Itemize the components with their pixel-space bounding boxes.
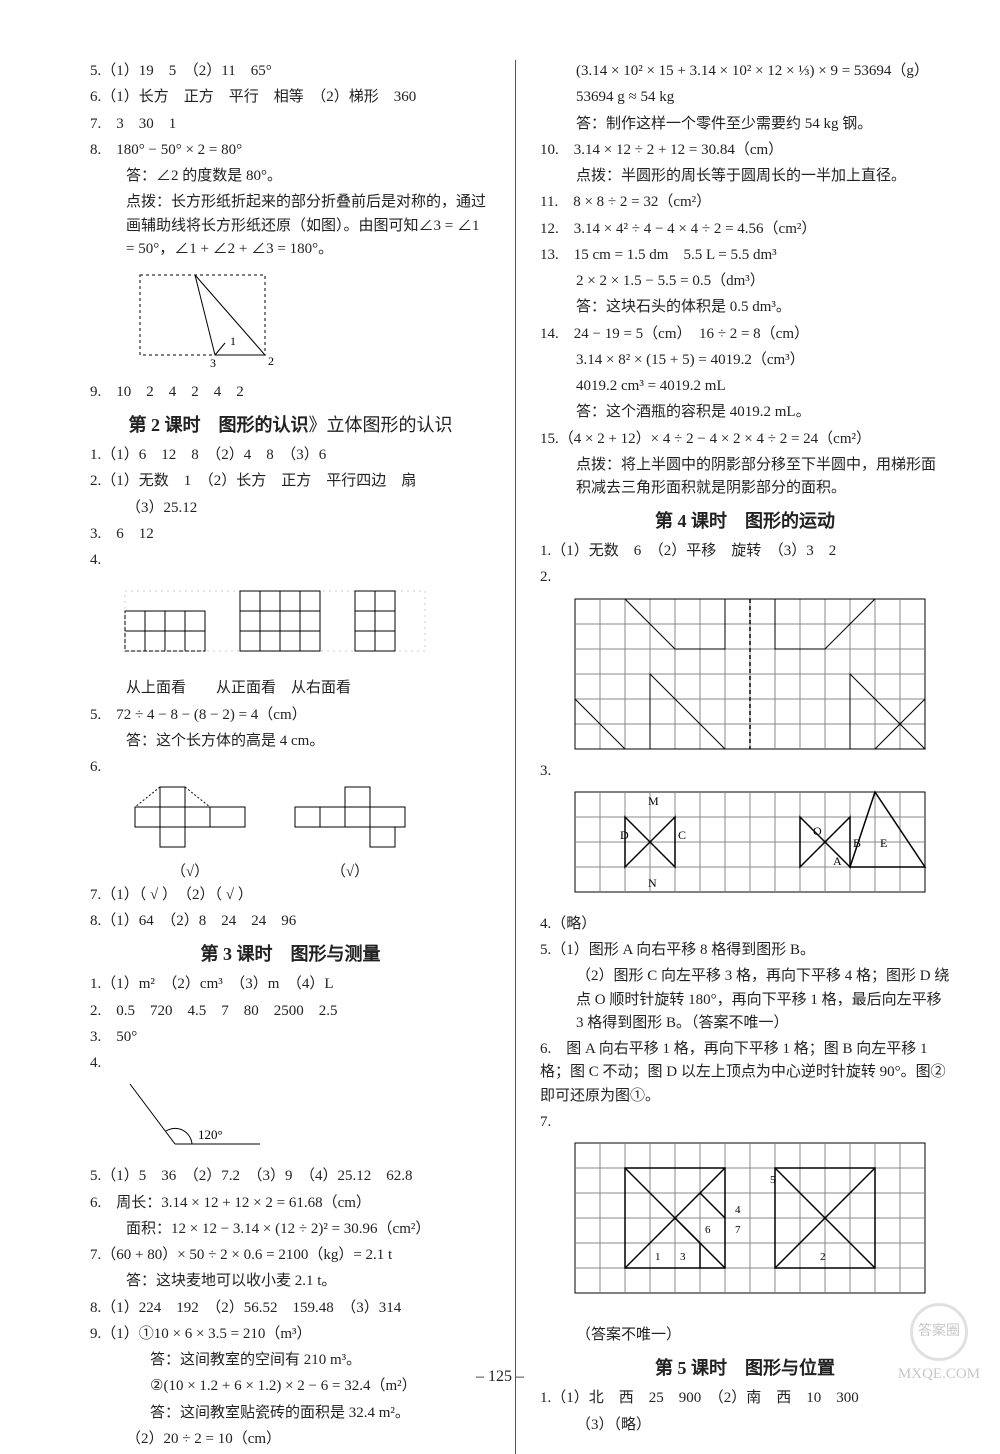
left-column: 5.（1）19 5 （2）11 65° 6.（1）长方 正方 平行 相等 （2）…: [90, 60, 491, 1454]
item: 5.（1）5 36 （2）7.2 （3）9 （4）25.12 62.8: [90, 1165, 491, 1188]
svg-text:120°: 120°: [198, 1127, 223, 1142]
svg-text:A: A: [833, 854, 842, 868]
svg-text:6: 6: [705, 1224, 711, 1236]
answer-text: 答：这块麦地可以收小麦 2.1 t。: [90, 1270, 491, 1293]
item: 8.（1）64 （2）8 24 24 96: [90, 910, 491, 933]
item: 13. 15 cm = 1.5 dm 5.5 L = 5.5 dm³: [540, 244, 950, 267]
item: 1.（1）m² （2）cm³ （3）m （4）L: [90, 973, 491, 996]
svg-text:E: E: [880, 836, 887, 850]
answer-text: 答：∠2 的度数是 80°。: [90, 165, 491, 188]
answer-text: 答：这个酒瓶的容积是 4019.2 mL。: [540, 401, 950, 424]
item: 7.: [540, 1111, 950, 1134]
answer-text: 答：这块石头的体积是 0.5 dm³。: [540, 296, 950, 319]
item: 6.（1）长方 正方 平行 相等 （2）梯形 360: [90, 86, 491, 109]
item: （2）20 ÷ 2 = 10（cm）: [90, 1428, 491, 1451]
item: （2）图形 C 向左平移 3 格，再向下平移 4 格；图形 D 绕点 O 顺时针…: [540, 965, 950, 1035]
item: 12. 3.14 × 4² ÷ 4 − 4 × 4 ÷ 2 = 4.56（cm²…: [540, 218, 950, 241]
svg-text:C: C: [678, 828, 686, 842]
item: 15.（4 × 2 + 12）× 4 ÷ 2 − 4 × 2 × 4 ÷ 2 =…: [540, 428, 950, 451]
view-labels: 从上面看 从正面看 从右面看: [90, 677, 491, 700]
item: 4.: [90, 549, 491, 572]
svg-text:4: 4: [735, 1204, 741, 1216]
item: 53694 g ≈ 54 kg: [540, 86, 950, 109]
fold-diagram: 1 2 3: [120, 265, 290, 375]
angle-diagram: 120°: [120, 1079, 270, 1159]
svg-text:1: 1: [655, 1251, 661, 1263]
section-4-header: 第 4 课时 图形的运动: [540, 508, 950, 536]
three-views-grid: [120, 576, 450, 671]
item: 9.（1）①10 × 6 × 3.5 = 210（m³）: [90, 1323, 491, 1346]
net-diagram-1: （√）: [130, 782, 250, 884]
item: 7.（1）（ √ ） （2）（ √ ）: [90, 884, 491, 907]
item: 1.（1）北 西 25 900 （2）南 西 10 300: [540, 1387, 950, 1410]
item: 8.（1）224 192 （2）56.52 159.48 （3）314: [90, 1297, 491, 1320]
item: (3.14 × 10² × 15 + 3.14 × 10² × 12 × ⅓) …: [540, 60, 950, 83]
svg-text:2: 2: [268, 354, 274, 368]
svg-text:O: O: [813, 824, 822, 838]
item: 7.（60 + 80）× 50 ÷ 2 × 0.6 = 2100（kg）= 2.…: [90, 1244, 491, 1267]
grid-rotation: M N D C O A B E: [570, 787, 950, 907]
svg-text:2: 2: [820, 1251, 826, 1263]
section-3-header: 第 3 课时 图形与测量: [90, 941, 491, 969]
grid-translation: [570, 594, 950, 754]
answer-text: 答：这间教室的空间有 210 m³。: [90, 1349, 491, 1372]
item: （3）（略）: [540, 1414, 950, 1437]
item: 8. 180° − 50° × 2 = 80°: [90, 139, 491, 162]
item: 1.（1）无数 6 （2）平移 旋转 （3）3 2: [540, 540, 950, 563]
right-column: (3.14 × 10² × 15 + 3.14 × 10² × 12 × ⅓) …: [540, 60, 950, 1454]
item: 1.（1）6 12 8 （2）4 8 （3）6: [90, 444, 491, 467]
net-diagram-2: （√）: [290, 782, 410, 884]
item: 4019.2 cm³ = 4019.2 mL: [540, 375, 950, 398]
item: 14. 24 − 19 = 5（cm） 16 ÷ 2 = 8（cm）: [540, 323, 950, 346]
page-number: – 125 –: [476, 1365, 524, 1390]
section-5-header: 第 5 课时 图形与位置: [540, 1355, 950, 1383]
item: 3. 50°: [90, 1026, 491, 1049]
svg-text:D: D: [620, 828, 629, 842]
answer-text: 答：这个长方体的高是 4 cm。: [90, 730, 491, 753]
item: 5. 72 ÷ 4 − 8 − (8 − 2) = 4（cm）: [90, 704, 491, 727]
watermark: 答案圈 MXQE.COM: [898, 1303, 980, 1386]
item: 5.（1）19 5 （2）11 65°: [90, 60, 491, 83]
hint-text: 点拨：半圆形的周长等于圆周长的一半加上直径。: [540, 165, 950, 188]
item: 4.（略）: [540, 913, 950, 936]
item: 6.: [90, 756, 491, 779]
answer-text: 答：这间教室贴瓷砖的面积是 32.4 m²。: [90, 1402, 491, 1425]
item: 3.14 × 8² × (15 + 5) = 4019.2（cm³）: [540, 349, 950, 372]
section-2-header: 第 2 课时 图形的认识》立体图形的认识: [90, 412, 491, 440]
item: 9. 10 2 4 2 4 2: [90, 381, 491, 404]
item: 11. 8 × 8 ÷ 2 = 32（cm²）: [540, 191, 950, 214]
item: 2.（1）无数 1 （2）长方 正方 平行四边 扇: [90, 470, 491, 493]
item: 2.: [540, 566, 950, 589]
column-divider: [515, 60, 516, 1454]
svg-text:3: 3: [210, 356, 216, 370]
svg-text:B: B: [853, 836, 861, 850]
item: 10. 3.14 × 12 ÷ 2 + 12 = 30.84（cm）: [540, 139, 950, 162]
item: 3. 6 12: [90, 523, 491, 546]
item: 面积：12 × 12 − 3.14 × (12 ÷ 2)² = 30.96（cm…: [90, 1218, 491, 1241]
svg-text:5: 5: [770, 1174, 776, 1186]
item: 7. 3 30 1: [90, 113, 491, 136]
svg-text:N: N: [648, 876, 657, 890]
item: ②(10 × 1.2 + 6 × 1.2) × 2 − 6 = 32.4（m²）: [90, 1375, 491, 1398]
item: 2. 0.5 720 4.5 7 80 2500 2.5: [90, 1000, 491, 1023]
svg-text:1: 1: [230, 334, 236, 348]
item: 5.（1）图形 A 向右平移 8 格得到图形 B。: [540, 939, 950, 962]
hint-text: 点拨：将上半圆中的阴影部分移至下半圆中，用梯形面积减去三角形面积就是阴影部分的面…: [540, 454, 950, 501]
note: （答案不唯一）: [540, 1324, 950, 1347]
answer-text: 答：制作这样一个零件至少需要约 54 kg 钢。: [540, 113, 950, 136]
svg-text:M: M: [648, 794, 659, 808]
item: （3）25.12: [90, 497, 491, 520]
tangram-grid: 1 2 3 4 5 6 7: [570, 1138, 950, 1318]
item: 2 × 2 × 1.5 − 5.5 = 0.5（dm³）: [540, 270, 950, 293]
svg-text:3: 3: [680, 1251, 686, 1263]
svg-text:7: 7: [735, 1224, 741, 1236]
item: 6. 图 A 向右平移 1 格，再向下平移 1 格；图 B 向左平移 1 格；图…: [540, 1038, 950, 1108]
item: 6. 周长：3.14 × 12 + 12 × 2 = 61.68（cm）: [90, 1192, 491, 1215]
item: 3.: [540, 760, 950, 783]
item: 4.: [90, 1052, 491, 1075]
hint-text: 点拨：长方形纸折起来的部分折叠前后是对称的，通过画辅助线将长方形纸还原（如图）。…: [90, 191, 491, 261]
